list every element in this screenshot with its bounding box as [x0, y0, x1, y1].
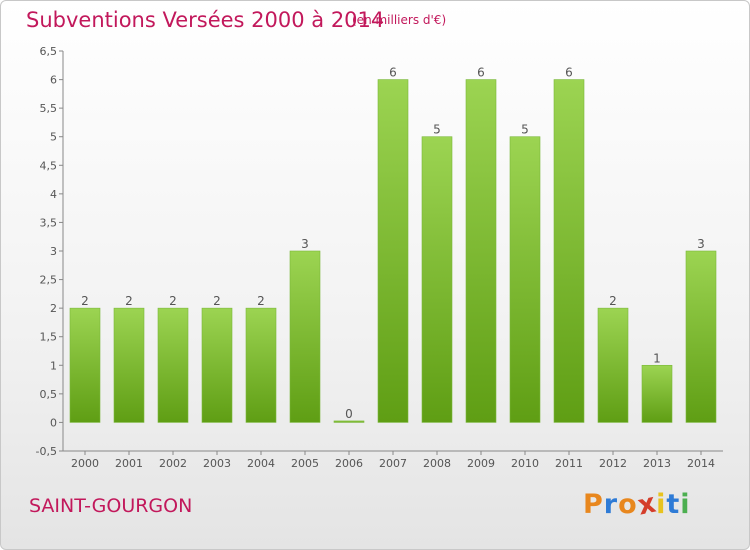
axes: -0,5 0 0,5 1 1,5 2 2,5 3 3,5 4 4,5 5 5,5 6 6,5 2000 2001… — [36, 45, 723, 470]
data-label-2008: 5 — [433, 123, 441, 137]
bar-2010 — [509, 136, 541, 423]
x-tick-label-2013: 2013 — [643, 457, 671, 470]
x-tick-label-2002: 2002 — [159, 457, 187, 470]
commune-name: SAINT-GOURGON — [29, 495, 193, 517]
data-label-2009: 6 — [477, 66, 485, 80]
bar-2005 — [289, 250, 321, 423]
data-label-2005: 3 — [301, 237, 309, 251]
bar-2006 — [333, 420, 365, 423]
proxiti-logo[interactable]: Proxiti — [583, 487, 691, 521]
x-tick-label-2007: 2007 — [379, 457, 407, 470]
x-tick-label-2004: 2004 — [247, 457, 275, 470]
y-tick-label: 3 — [50, 245, 57, 258]
chart-unit: (en milliers d'€) — [352, 13, 447, 27]
x-tick-label-2001: 2001 — [115, 457, 143, 470]
logo-letter: i — [656, 489, 667, 520]
bar-2001 — [113, 307, 145, 423]
data-label-2013: 1 — [653, 351, 661, 365]
x-tick-label-2000: 2000 — [71, 457, 99, 470]
bar-2000 — [69, 307, 101, 423]
chart-title: Subventions Versées 2000 à 2014 — [26, 8, 385, 32]
y-tick-label: 2 — [50, 302, 57, 315]
y-tick-label: 0 — [50, 416, 57, 429]
data-label-2014: 3 — [697, 237, 705, 251]
y-tick-label: 2,5 — [40, 274, 58, 287]
data-label-2003: 2 — [213, 294, 221, 308]
logo-letter: i — [680, 489, 691, 520]
data-label-2006: 0 — [345, 407, 353, 421]
bar-2011 — [553, 79, 585, 423]
x-tick-label-2006: 2006 — [335, 457, 363, 470]
bar-2004 — [245, 307, 277, 423]
data-label-2011: 6 — [565, 66, 573, 80]
y-tick-label: 6,5 — [40, 45, 58, 58]
x-tick-label-2012: 2012 — [599, 457, 627, 470]
data-label-2012: 2 — [609, 294, 617, 308]
bar-2009 — [465, 79, 497, 423]
y-tick-label: 4,5 — [40, 159, 58, 172]
x-tick-label-2009: 2009 — [467, 457, 495, 470]
data-label-2004: 2 — [257, 294, 265, 308]
bar-2013 — [641, 364, 673, 423]
y-tick-label: 0,5 — [40, 388, 58, 401]
bar-2008 — [421, 136, 453, 423]
logo-letter: o — [618, 489, 638, 520]
y-tick-label: 5,5 — [40, 102, 58, 115]
y-tick-label: 1 — [50, 359, 57, 372]
bars: 2 2 2 2 2 3 0 6 5 6 5 6 2 1 3 — [69, 66, 717, 423]
bar-2003 — [201, 307, 233, 423]
bar-2007 — [377, 79, 409, 423]
x-tick-label-2014: 2014 — [687, 457, 715, 470]
bar-2012 — [597, 307, 629, 423]
logo-letter: r — [603, 489, 619, 520]
x-tick-label-2005: 2005 — [291, 457, 319, 470]
y-tick-label: 6 — [50, 74, 57, 87]
data-label-2007: 6 — [389, 66, 397, 80]
y-tick-label: -0,5 — [36, 445, 57, 458]
data-label-2002: 2 — [169, 294, 177, 308]
data-label-2010: 5 — [521, 123, 529, 137]
y-tick-label: 3,5 — [40, 216, 58, 229]
x-tick-label-2010: 2010 — [511, 457, 539, 470]
x-tick-label-2011: 2011 — [555, 457, 583, 470]
data-label-2000: 2 — [81, 294, 89, 308]
logo-letter: t — [666, 489, 681, 520]
y-tick-label: 4 — [50, 188, 57, 201]
y-tick-label: 1,5 — [40, 331, 58, 344]
data-label-2001: 2 — [125, 294, 133, 308]
x-tick-label-2003: 2003 — [203, 457, 231, 470]
y-tick-label: 5 — [50, 131, 57, 144]
bar-2002 — [157, 307, 189, 423]
x-tick-label-2008: 2008 — [423, 457, 451, 470]
bar-2014 — [685, 250, 717, 423]
logo-letter: P — [583, 489, 604, 520]
